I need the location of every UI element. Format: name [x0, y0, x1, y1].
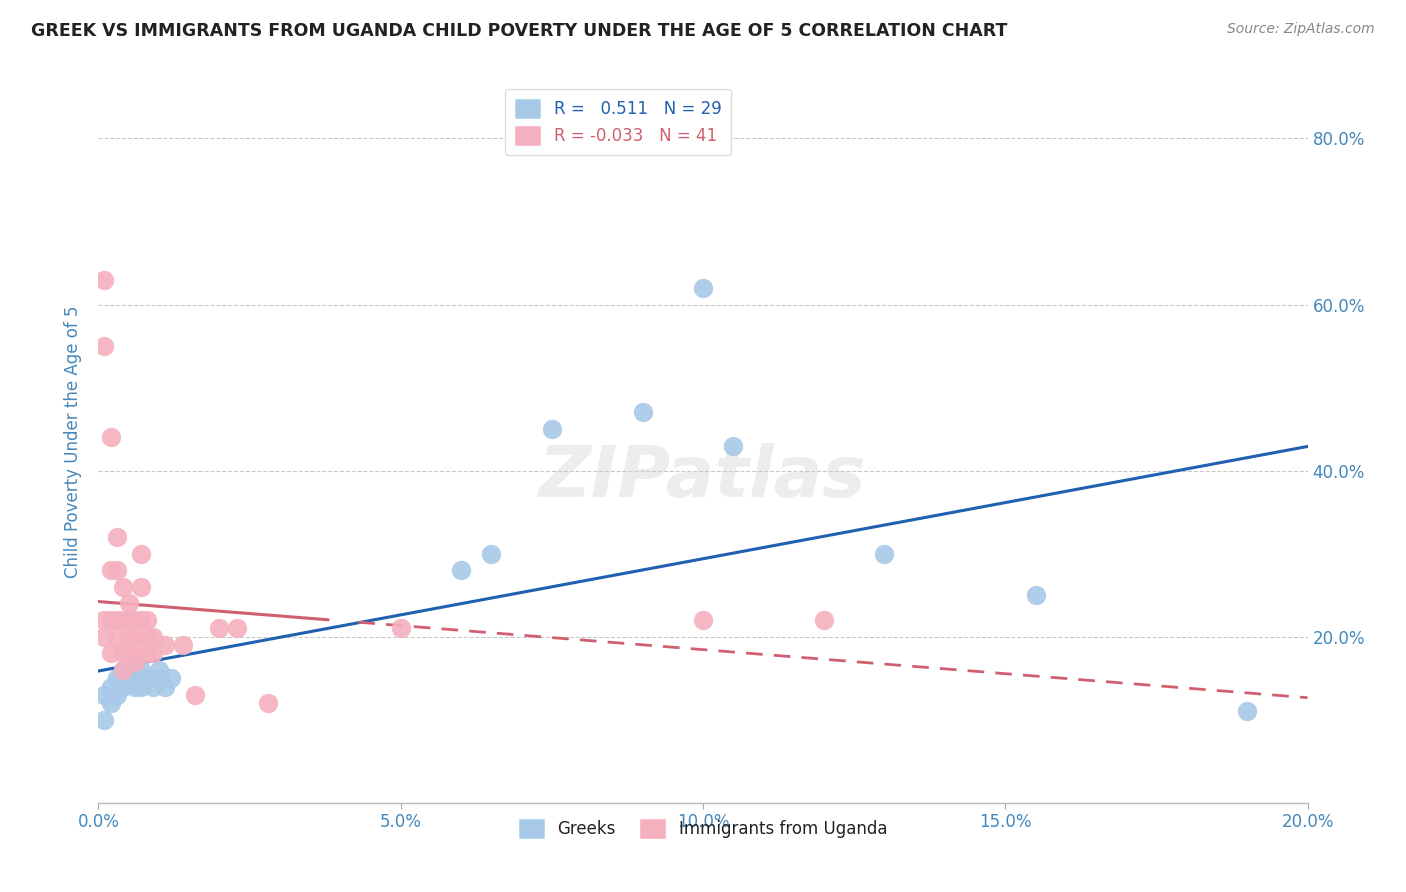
Point [93, 272, 115, 286]
Point [105, 671, 128, 685]
Point [105, 688, 128, 702]
Point [148, 671, 170, 685]
Point [100, 646, 122, 660]
Point [481, 547, 503, 561]
Point [111, 663, 134, 677]
Point [153, 680, 176, 694]
Point [389, 621, 412, 635]
Y-axis label: Child Poverty Under the Age of 5: Child Poverty Under the Age of 5 [65, 305, 83, 578]
Point [1024, 588, 1046, 602]
Point [105, 563, 128, 577]
Point [184, 688, 207, 702]
Point [692, 281, 714, 295]
Point [118, 663, 141, 677]
Legend: Greeks, Immigrants from Uganda: Greeks, Immigrants from Uganda [512, 813, 894, 845]
Point [93, 613, 115, 627]
Point [873, 547, 896, 561]
Point [129, 580, 152, 594]
Point [124, 630, 146, 644]
Point [148, 663, 170, 677]
Point [129, 547, 152, 561]
Text: GREEK VS IMMIGRANTS FROM UGANDA CHILD POVERTY UNDER THE AGE OF 5 CORRELATION CHA: GREEK VS IMMIGRANTS FROM UGANDA CHILD PO… [31, 22, 1007, 40]
Point [118, 671, 141, 685]
Point [118, 630, 141, 644]
Point [118, 597, 141, 611]
Point [813, 613, 835, 627]
Point [105, 613, 128, 627]
Point [135, 671, 157, 685]
Text: Source: ZipAtlas.com: Source: ZipAtlas.com [1227, 22, 1375, 37]
Point [124, 613, 146, 627]
Point [111, 680, 134, 694]
Point [723, 439, 745, 453]
Point [208, 621, 231, 635]
Point [111, 613, 134, 627]
Point [93, 630, 115, 644]
Point [100, 696, 122, 710]
Point [160, 671, 183, 685]
Point [129, 663, 152, 677]
Point [692, 613, 714, 627]
Point [93, 713, 115, 727]
Point [100, 563, 122, 577]
Point [1236, 705, 1258, 719]
Point [118, 613, 141, 627]
Point [540, 422, 562, 436]
Point [105, 630, 128, 644]
Point [129, 680, 152, 694]
Point [135, 646, 157, 660]
Point [124, 646, 146, 660]
Point [111, 580, 134, 594]
Point [93, 339, 115, 353]
Point [124, 671, 146, 685]
Point [631, 405, 654, 419]
Text: ZIPatlas: ZIPatlas [540, 443, 866, 512]
Point [118, 646, 141, 660]
Point [100, 613, 122, 627]
Point [142, 630, 165, 644]
Point [226, 621, 249, 635]
Point [142, 646, 165, 660]
Point [153, 638, 176, 652]
Point [105, 530, 128, 544]
Point [142, 680, 165, 694]
Point [93, 688, 115, 702]
Point [450, 563, 472, 577]
Point [129, 613, 152, 627]
Point [135, 613, 157, 627]
Point [124, 655, 146, 669]
Point [135, 630, 157, 644]
Point [256, 696, 278, 710]
Point [100, 680, 122, 694]
Point [124, 680, 146, 694]
Point [111, 646, 134, 660]
Point [111, 663, 134, 677]
Point [172, 638, 194, 652]
Point [100, 430, 122, 444]
